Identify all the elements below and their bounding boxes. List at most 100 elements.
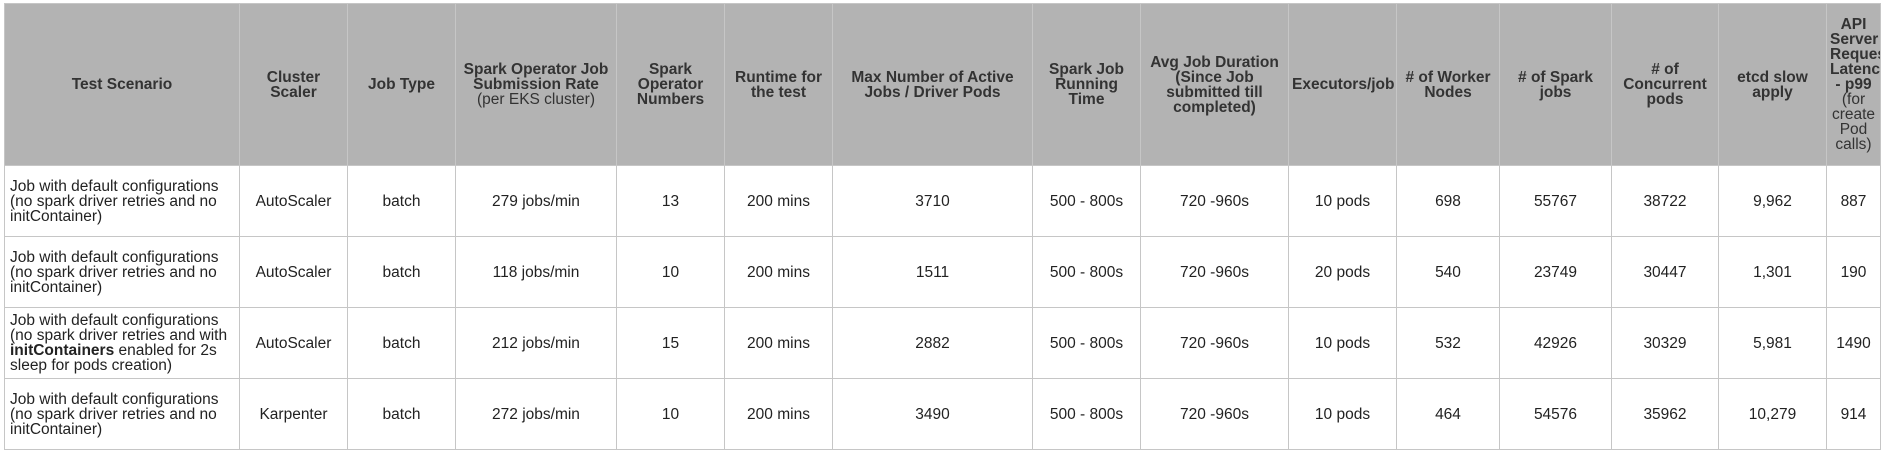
header-max-active-jobs: Max Number of Active Jobs / Driver Pods (832, 3, 1033, 166)
header-label: # of Concurrent pods (1623, 61, 1707, 108)
cell-avg-job-duration: 720 -960s (1140, 236, 1289, 308)
benchmark-table: Test Scenario Cluster Scaler Job Type Sp… (4, 3, 1881, 450)
header-concurrent-pods: # of Concurrent pods (1611, 3, 1719, 166)
cell-submission-rate: 279 jobs/min (455, 165, 617, 237)
cell-operator-numbers: 10 (616, 236, 725, 308)
cell-operator-numbers: 15 (616, 307, 725, 379)
header-label: Executors/job (1292, 76, 1395, 93)
cell-avg-job-duration: 720 -960s (1140, 165, 1289, 237)
header-avg-job-duration: Avg Job Duration (Since Job submitted ti… (1140, 3, 1289, 166)
table-body: Job with default configurations (no spar… (4, 165, 1881, 450)
cell-job-type: batch (347, 378, 456, 450)
cell-cluster-scaler: Karpenter (239, 378, 348, 450)
cell-worker-nodes: 532 (1396, 307, 1500, 379)
scenario-text: Job with default configurations (no spar… (10, 312, 228, 344)
header-label: API Server Request Latency - p99 (1830, 16, 1880, 93)
cell-executors-per-job: 10 pods (1288, 165, 1397, 237)
cell-etcd-slow-apply: 5,981 (1718, 307, 1827, 379)
cell-etcd-slow-apply: 10,279 (1718, 378, 1827, 450)
header-label: Max Number of Active Jobs / Driver Pods (851, 68, 1014, 101)
cell-worker-nodes: 540 (1396, 236, 1500, 308)
scenario-bold-text: initContainers (10, 342, 115, 359)
header-label: etcd slow apply (1737, 68, 1808, 101)
cell-submission-rate: 212 jobs/min (455, 307, 617, 379)
header-label: Cluster Scaler (266, 68, 321, 101)
header-operator-numbers: Spark Operator Numbers (616, 3, 725, 166)
cell-test-scenario: Job with default configurations (no spar… (4, 378, 240, 450)
header-label: Job Type (368, 76, 435, 93)
cell-concurrent-pods: 38722 (1611, 165, 1719, 237)
header-label: Avg Job Duration (Since Job submitted ti… (1150, 53, 1279, 116)
cell-job-running-time: 500 - 800s (1032, 236, 1141, 308)
cell-executors-per-job: 10 pods (1288, 378, 1397, 450)
cell-api-latency: 1490 (1826, 307, 1881, 379)
cell-test-scenario: Job with default configurations (no spar… (4, 236, 240, 308)
cell-worker-nodes: 464 (1396, 378, 1500, 450)
header-sublabel: (per EKS cluster) (476, 91, 595, 108)
cell-cluster-scaler: AutoScaler (239, 307, 348, 379)
header-label: Runtime for the test (735, 68, 822, 101)
header-row: Test Scenario Cluster Scaler Job Type Sp… (4, 3, 1881, 166)
cell-spark-jobs: 42926 (1499, 307, 1612, 379)
scenario-text: Job with default configurations (no spar… (10, 248, 219, 296)
header-job-running-time: Spark Job Running Time (1032, 3, 1141, 166)
cell-max-active-jobs: 1511 (832, 236, 1033, 308)
cell-spark-jobs: 23749 (1499, 236, 1612, 308)
cell-avg-job-duration: 720 -960s (1140, 307, 1289, 379)
header-job-type: Job Type (347, 3, 456, 166)
cell-runtime: 200 mins (724, 165, 833, 237)
header-test-scenario: Test Scenario (4, 3, 240, 166)
header-label: Spark Operator Numbers (636, 61, 705, 108)
cell-job-type: batch (347, 236, 456, 308)
cell-test-scenario: Job with default configurations (no spar… (4, 165, 240, 237)
cell-job-type: batch (347, 307, 456, 379)
header-label: Test Scenario (71, 76, 173, 93)
cell-job-type: batch (347, 165, 456, 237)
header-label: # of Spark jobs (1518, 68, 1593, 101)
cell-spark-jobs: 54576 (1499, 378, 1612, 450)
header-api-latency: API Server Request Latency - p99(for cre… (1826, 3, 1881, 166)
cell-operator-numbers: 13 (616, 165, 725, 237)
header-executors-per-job: Executors/job (1288, 3, 1397, 166)
cell-worker-nodes: 698 (1396, 165, 1500, 237)
header-label: Spark Operator Job Submission Rate (463, 61, 609, 93)
cell-job-running-time: 500 - 800s (1032, 378, 1141, 450)
cell-concurrent-pods: 30447 (1611, 236, 1719, 308)
header-worker-nodes: # of Worker Nodes (1396, 3, 1500, 166)
cell-etcd-slow-apply: 1,301 (1718, 236, 1827, 308)
header-label: # of Worker Nodes (1405, 68, 1491, 101)
table-header: Test Scenario Cluster Scaler Job Type Sp… (4, 3, 1881, 166)
header-spark-jobs: # of Spark jobs (1499, 3, 1612, 166)
header-label: Spark Job Running Time (1049, 61, 1124, 108)
cell-api-latency: 190 (1826, 236, 1881, 308)
cell-runtime: 200 mins (724, 307, 833, 379)
header-runtime: Runtime for the test (724, 3, 833, 166)
cell-job-running-time: 500 - 800s (1032, 307, 1141, 379)
table-row: Job with default configurations (no spar… (4, 378, 1881, 450)
cell-max-active-jobs: 3710 (832, 165, 1033, 237)
cell-executors-per-job: 20 pods (1288, 236, 1397, 308)
cell-avg-job-duration: 720 -960s (1140, 378, 1289, 450)
cell-max-active-jobs: 3490 (832, 378, 1033, 450)
cell-etcd-slow-apply: 9,962 (1718, 165, 1827, 237)
scenario-text-tail: enabled for 2s sleep for pods creation) (10, 342, 217, 374)
cell-operator-numbers: 10 (616, 378, 725, 450)
table-container: Test Scenario Cluster Scaler Job Type Sp… (4, 3, 1881, 450)
table-row: Job with default configurations (no spar… (4, 165, 1881, 237)
cell-api-latency: 914 (1826, 378, 1881, 450)
header-sublabel: (for create Pod calls) (1831, 91, 1876, 153)
header-cluster-scaler: Cluster Scaler (239, 3, 348, 166)
table-row: Job with default configurations (no spar… (4, 307, 1881, 379)
cell-cluster-scaler: AutoScaler (239, 165, 348, 237)
cell-concurrent-pods: 35962 (1611, 378, 1719, 450)
cell-test-scenario: Job with default configurations (no spar… (4, 307, 240, 379)
table-row: Job with default configurations (no spar… (4, 236, 1881, 308)
cell-cluster-scaler: AutoScaler (239, 236, 348, 308)
cell-max-active-jobs: 2882 (832, 307, 1033, 379)
cell-submission-rate: 272 jobs/min (455, 378, 617, 450)
cell-api-latency: 887 (1826, 165, 1881, 237)
scenario-text: Job with default configurations (no spar… (10, 390, 219, 438)
header-submission-rate: Spark Operator Job Submission Rate (per E… (455, 3, 617, 166)
cell-runtime: 200 mins (724, 236, 833, 308)
cell-concurrent-pods: 30329 (1611, 307, 1719, 379)
